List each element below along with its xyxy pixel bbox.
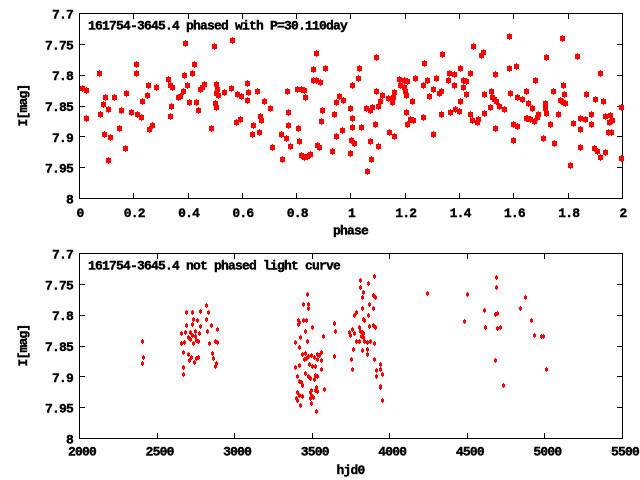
svg-text:7.85: 7.85 — [45, 100, 74, 115]
svg-text:3500: 3500 — [301, 445, 330, 460]
svg-text:phase: phase — [333, 224, 369, 239]
svg-text:7.75: 7.75 — [45, 278, 74, 293]
svg-text:1.6: 1.6 — [504, 206, 526, 221]
svg-text:1.8: 1.8 — [558, 206, 580, 221]
svg-text:0.6: 0.6 — [232, 206, 254, 221]
svg-text:7.9: 7.9 — [52, 131, 74, 146]
svg-text:3000: 3000 — [223, 445, 252, 460]
svg-text:1: 1 — [348, 206, 356, 221]
svg-text:161754-3645.4 not phased light: 161754-3645.4 not phased light curve — [88, 259, 341, 274]
svg-text:I[mag]: I[mag] — [16, 324, 31, 366]
svg-text:7.9: 7.9 — [52, 371, 74, 386]
svg-text:7.8: 7.8 — [52, 309, 74, 324]
svg-text:2: 2 — [619, 206, 627, 221]
svg-text:0.8: 0.8 — [287, 206, 309, 221]
svg-text:7.95: 7.95 — [45, 162, 74, 177]
svg-text:8: 8 — [66, 433, 74, 448]
svg-text:0.2: 0.2 — [124, 206, 146, 221]
svg-text:0: 0 — [76, 206, 84, 221]
svg-text:7.95: 7.95 — [45, 402, 74, 417]
svg-text:1.2: 1.2 — [395, 206, 417, 221]
svg-text:hjd0: hjd0 — [336, 463, 365, 478]
svg-text:7.75: 7.75 — [45, 38, 74, 53]
svg-text:7.7: 7.7 — [52, 248, 73, 263]
svg-text:5000: 5000 — [533, 445, 562, 460]
svg-text:4500: 4500 — [456, 445, 485, 460]
svg-text:7.85: 7.85 — [45, 340, 74, 355]
svg-text:5500: 5500 — [611, 445, 640, 460]
svg-text:0.4: 0.4 — [178, 206, 200, 221]
svg-text:4000: 4000 — [378, 445, 407, 460]
svg-text:7.7: 7.7 — [52, 8, 73, 23]
svg-text:I[mag]: I[mag] — [16, 84, 31, 126]
svg-text:1.4: 1.4 — [450, 206, 472, 221]
svg-text:8: 8 — [66, 193, 74, 208]
svg-text:2000: 2000 — [68, 445, 97, 460]
svg-text:7.8: 7.8 — [52, 69, 74, 84]
svg-text:2500: 2500 — [146, 445, 175, 460]
svg-text:161754-3645.4 phased with P=30: 161754-3645.4 phased with P=30.110day — [88, 19, 348, 34]
